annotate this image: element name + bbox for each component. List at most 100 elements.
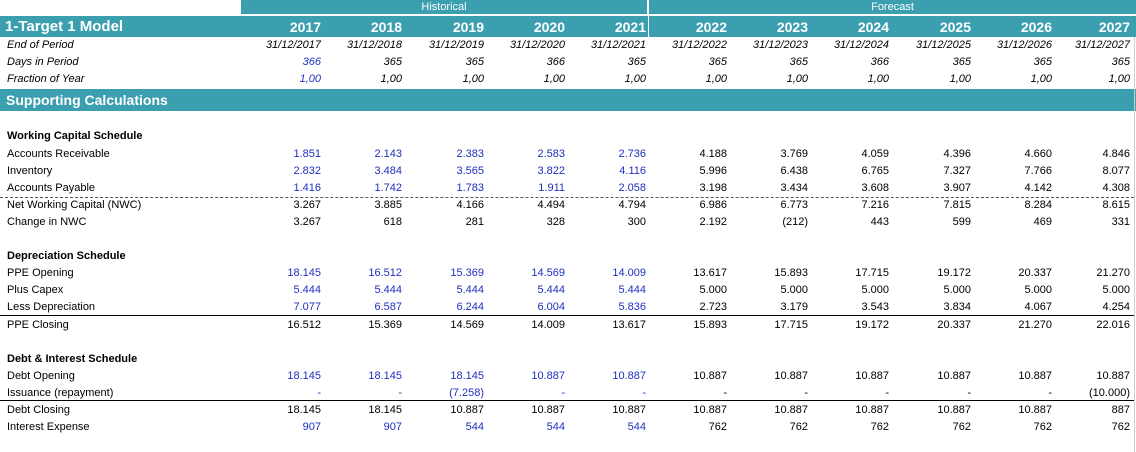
data-cell[interactable]: 331 (1111, 216, 1130, 228)
header-cell[interactable]: 31/12/2021 (590, 39, 646, 51)
data-cell[interactable]: - (967, 387, 971, 399)
data-cell[interactable]: 907 (383, 421, 402, 433)
data-cell[interactable]: 10.887 (612, 404, 646, 416)
data-cell[interactable]: 1.783 (456, 182, 484, 194)
data-cell[interactable]: (7.258) (449, 387, 484, 399)
data-cell[interactable]: 18.145 (368, 404, 402, 416)
data-cell[interactable]: 4.494 (537, 199, 565, 211)
data-cell[interactable]: 6.765 (861, 165, 889, 177)
data-cell[interactable]: 4.059 (861, 148, 889, 160)
header-cell[interactable]: 1,00 (380, 73, 402, 85)
header-cell[interactable]: 1,00 (543, 73, 565, 85)
data-cell[interactable]: 5.000 (780, 284, 808, 296)
header-cell[interactable]: 1,00 (624, 73, 646, 85)
header-cell[interactable]: 31/12/2020 (509, 39, 565, 51)
data-cell[interactable]: 2.583 (537, 148, 565, 160)
data-cell[interactable]: (10.000) (1089, 387, 1130, 399)
header-cell[interactable]: 1,00 (705, 73, 727, 85)
header-cell[interactable]: 1,00 (867, 73, 889, 85)
data-cell[interactable]: 4.794 (618, 199, 646, 211)
data-cell[interactable]: 15.893 (693, 319, 727, 331)
data-cell[interactable]: 22.016 (1096, 319, 1130, 331)
header-cell[interactable]: 1,00 (299, 73, 321, 85)
header-cell[interactable]: 31/12/2017 (265, 39, 321, 51)
data-cell[interactable]: 5.836 (618, 301, 646, 313)
data-cell[interactable]: 14.569 (531, 267, 565, 279)
data-cell[interactable]: 19.172 (937, 267, 971, 279)
data-cell[interactable]: - (885, 387, 889, 399)
data-cell[interactable]: 3.267 (293, 199, 321, 211)
header-cell[interactable]: 365 (465, 56, 484, 68)
data-cell[interactable]: 10.887 (531, 370, 565, 382)
data-cell[interactable]: 762 (952, 421, 971, 433)
data-cell[interactable]: 10.887 (693, 404, 727, 416)
data-cell[interactable]: 7.327 (943, 165, 971, 177)
data-cell[interactable]: 7.077 (293, 301, 321, 313)
data-cell[interactable]: 10.887 (531, 404, 565, 416)
header-cell[interactable]: 1,00 (1108, 73, 1130, 85)
data-cell[interactable]: - (317, 387, 321, 399)
data-cell[interactable]: 15.369 (368, 319, 402, 331)
header-cell[interactable]: 1,00 (1030, 73, 1052, 85)
data-cell[interactable]: 4.846 (1102, 148, 1130, 160)
data-cell[interactable]: 7.815 (943, 199, 971, 211)
data-cell[interactable]: 4.254 (1102, 301, 1130, 313)
data-cell[interactable]: 1.416 (293, 182, 321, 194)
data-cell[interactable]: 10.887 (1018, 370, 1052, 382)
header-cell[interactable]: 365 (1111, 56, 1130, 68)
header-cell[interactable]: 365 (789, 56, 808, 68)
data-cell[interactable]: 10.887 (855, 370, 889, 382)
data-cell[interactable]: 20.337 (1018, 267, 1052, 279)
data-cell[interactable]: 2.383 (456, 148, 484, 160)
data-cell[interactable]: 4.116 (619, 165, 646, 177)
data-cell[interactable]: 3.484 (374, 165, 402, 177)
header-cell[interactable]: 366 (870, 56, 889, 68)
data-cell[interactable]: 7.216 (861, 199, 889, 211)
header-cell[interactable]: 1,00 (462, 73, 484, 85)
data-cell[interactable]: 1.742 (374, 182, 402, 194)
data-cell[interactable]: 10.887 (855, 404, 889, 416)
data-cell[interactable]: 10.887 (693, 370, 727, 382)
header-cell[interactable]: 1,00 (949, 73, 971, 85)
data-cell[interactable]: 8.615 (1102, 199, 1130, 211)
header-cell[interactable]: 366 (546, 56, 565, 68)
data-cell[interactable]: 15.893 (774, 267, 808, 279)
data-cell[interactable]: 14.009 (531, 319, 565, 331)
data-cell[interactable]: 21.270 (1018, 319, 1052, 331)
data-cell[interactable]: 2.723 (699, 301, 727, 313)
data-cell[interactable]: 18.145 (287, 267, 321, 279)
data-cell[interactable]: 10.887 (774, 404, 808, 416)
data-cell[interactable]: 10.887 (937, 404, 971, 416)
data-cell[interactable]: 1.911 (538, 182, 565, 194)
data-cell[interactable]: 5.000 (1102, 284, 1130, 296)
data-cell[interactable]: 4.660 (1024, 148, 1052, 160)
header-cell[interactable]: 31/12/2024 (833, 39, 889, 51)
data-cell[interactable]: - (804, 387, 808, 399)
data-cell[interactable]: 17.715 (774, 319, 808, 331)
data-cell[interactable]: 14.569 (450, 319, 484, 331)
data-cell[interactable]: 2.143 (374, 148, 402, 160)
data-cell[interactable]: 17.715 (855, 267, 889, 279)
data-cell[interactable]: 5.996 (699, 165, 727, 177)
data-cell[interactable]: 13.617 (612, 319, 646, 331)
data-cell[interactable]: 6.244 (456, 301, 484, 313)
data-cell[interactable]: 10.887 (1096, 370, 1130, 382)
data-cell[interactable]: 4.142 (1024, 182, 1052, 194)
data-cell[interactable]: 3.885 (374, 199, 402, 211)
header-cell[interactable]: 365 (1033, 56, 1052, 68)
data-cell[interactable]: 4.308 (1102, 182, 1130, 194)
data-cell[interactable]: 5.000 (943, 284, 971, 296)
data-cell[interactable]: 3.769 (780, 148, 808, 160)
data-cell[interactable]: 3.267 (293, 216, 321, 228)
data-cell[interactable]: 4.396 (943, 148, 971, 160)
data-cell[interactable]: 6.587 (374, 301, 402, 313)
data-cell[interactable]: 281 (465, 216, 484, 228)
data-cell[interactable]: 3.608 (861, 182, 889, 194)
data-cell[interactable]: 6.986 (699, 199, 727, 211)
data-cell[interactable]: 5.000 (1024, 284, 1052, 296)
data-cell[interactable]: 762 (789, 421, 808, 433)
data-cell[interactable]: 907 (302, 421, 321, 433)
data-cell[interactable]: 300 (627, 216, 646, 228)
data-cell[interactable]: 18.145 (287, 404, 321, 416)
data-cell[interactable]: 20.337 (937, 319, 971, 331)
